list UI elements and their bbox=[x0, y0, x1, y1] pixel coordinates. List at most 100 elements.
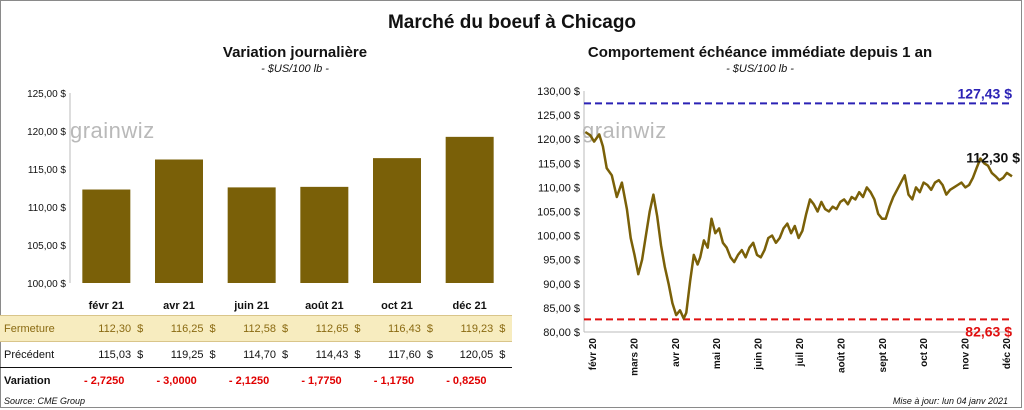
price-line bbox=[584, 130, 1013, 320]
table-cell-currency: $ bbox=[422, 315, 440, 342]
table-cell-value: - 1,7750 bbox=[294, 367, 351, 393]
price-table: Fermeture 112,30 $116,25 $112,58 $112,65 $116… bbox=[0, 315, 512, 393]
y-tick-label: 120,00 $ bbox=[537, 134, 580, 146]
table-cell-currency: $ bbox=[499, 348, 506, 361]
max-value-label: 127,43 $ bbox=[958, 85, 1013, 101]
y-tick-label: 125,00 $ bbox=[27, 89, 66, 100]
table-cell-currency: $ bbox=[205, 315, 223, 342]
x-tick-label: juin 21 bbox=[233, 300, 269, 312]
y-tick-label: 110,00 $ bbox=[538, 182, 580, 194]
y-tick-label: 95,00 $ bbox=[543, 255, 580, 267]
reference-lines: 127,43 $ 82,63 $ bbox=[584, 85, 1012, 339]
update-note: Mise à jour: lun 04 janv 2021 bbox=[892, 396, 1008, 406]
y-tick-label: 130,00 $ bbox=[537, 86, 580, 98]
y-tick-label: 120,00 $ bbox=[27, 127, 66, 138]
x-tick-label: avr 21 bbox=[163, 300, 195, 312]
y-tick-label: 115,00 $ bbox=[28, 165, 67, 176]
y-tick-label: 85,00 $ bbox=[543, 303, 580, 315]
x-tick-label: oct 20 bbox=[919, 338, 930, 367]
table-cell-currency bbox=[205, 367, 223, 393]
line-y-axis: 80,00 $ 85,00 $ 90,00 $ 95,00 $ 100,00 $ 105,… bbox=[537, 86, 585, 339]
table-cell-currency: $ bbox=[277, 315, 295, 342]
x-tick-label: déc 21 bbox=[453, 300, 487, 312]
table-cell-value: 114,70 bbox=[243, 348, 276, 361]
table-cell-value: 117,60 bbox=[388, 348, 421, 361]
left-chart-title: Variation journalière bbox=[222, 44, 368, 61]
table-cell-value: 114,43 bbox=[315, 348, 349, 361]
x-tick-label: oct 21 bbox=[381, 300, 413, 312]
x-tick-label: nov 20 bbox=[961, 338, 972, 370]
last-value-label: 112,30 $ bbox=[966, 149, 1020, 165]
table-cell-value: 119,23 bbox=[439, 315, 496, 342]
table-cell-value: 112,58 bbox=[222, 315, 278, 342]
x-tick-label: août 20 bbox=[836, 338, 847, 373]
bar bbox=[373, 158, 421, 283]
table-cell-value: 112,65 bbox=[294, 315, 351, 342]
table-cell-value: - 1,1750 bbox=[367, 367, 423, 393]
y-tick-label: 110,00 $ bbox=[28, 203, 67, 214]
table-cell-value: 115,03 bbox=[98, 348, 132, 361]
source-note: Source: CME Group bbox=[4, 396, 86, 406]
front-month-chart: grainwiz 80,00 $85,00 $90,00 $95,00 $100… bbox=[537, 85, 1020, 376]
table-cell-currency: $ bbox=[209, 348, 216, 361]
x-tick-label: déc 20 bbox=[1002, 338, 1013, 370]
table-cell-value: 119,25 bbox=[170, 348, 204, 361]
bar bbox=[300, 186, 349, 283]
table-cell-currency: $ bbox=[350, 315, 368, 342]
main-title: Marché du boeuf à Chicago bbox=[387, 12, 637, 33]
x-tick-label: juil 20 bbox=[795, 338, 806, 368]
svg-text:grainwiz: grainwiz bbox=[70, 118, 155, 143]
row-label: Variation bbox=[0, 367, 78, 393]
bar-y-axis: 100,00 $ 105,00 $ 110,00 $ 115,00 $ 120,00 $… bbox=[27, 89, 71, 290]
table-cell-currency: $ bbox=[133, 315, 150, 342]
bar bbox=[227, 187, 276, 283]
watermark-logo: grainwiz bbox=[70, 118, 155, 143]
table-cell-currency: $ bbox=[426, 348, 433, 361]
y-tick-label: 80,00 $ bbox=[543, 327, 580, 339]
table-cell-value: 116,25 bbox=[149, 315, 206, 342]
bar bbox=[155, 159, 203, 283]
table-cell-currency bbox=[133, 367, 150, 393]
table-cell-value: 116,43 bbox=[367, 315, 423, 342]
x-tick-label: juin 20 bbox=[754, 338, 765, 371]
bar-x-axis: févr 21 avr 21 juin 21 août 21 oct 21 déc 21 bbox=[89, 300, 487, 312]
table-cell-value: - 3,0000 bbox=[149, 367, 206, 393]
x-tick-label: mars 20 bbox=[629, 338, 640, 376]
table-cell-currency bbox=[495, 367, 512, 393]
table-cell-value: 112,30 bbox=[77, 315, 134, 342]
min-value-label: 82,63 $ bbox=[965, 323, 1012, 339]
right-chart-subtitle: - $US/100 lb - bbox=[726, 63, 794, 75]
variation-row: Variation - 2,7250 - 3,0000 - 2,1250 - 1,775… bbox=[0, 367, 512, 393]
table-cell-value: - 0,8250 bbox=[439, 367, 496, 393]
x-tick-label: mai 20 bbox=[712, 338, 723, 370]
row-label: Précédent bbox=[4, 348, 55, 361]
table-cell-value: 120,05 bbox=[459, 348, 494, 361]
x-tick-label: août 21 bbox=[305, 300, 344, 312]
y-tick-label: 105,00 $ bbox=[27, 241, 66, 252]
table-cell-value: - 2,1250 bbox=[222, 367, 278, 393]
left-chart-subtitle: - $US/100 lb - bbox=[261, 63, 329, 75]
right-chart-title: Comportement échéance immédiate depuis 1… bbox=[587, 44, 933, 61]
table-cell-currency bbox=[350, 367, 368, 393]
table-cell-currency: $ bbox=[495, 315, 512, 342]
y-tick-label: 125,00 $ bbox=[537, 110, 580, 122]
line-x-axis: févr 20 mars 20 avr 20 mai 20 juin 20 juil 20… bbox=[584, 331, 1013, 376]
bar bbox=[82, 189, 131, 283]
bar bbox=[445, 136, 494, 283]
y-tick-label: 100,00 $ bbox=[27, 279, 66, 290]
bar-series bbox=[82, 136, 494, 283]
x-tick-label: févr 21 bbox=[89, 300, 124, 312]
line-series: 112,30 $ bbox=[584, 130, 1020, 320]
x-tick-label: sept 20 bbox=[878, 338, 889, 373]
x-tick-label: févr 20 bbox=[588, 338, 599, 371]
x-tick-label: avr 20 bbox=[671, 338, 682, 367]
table-cell-currency bbox=[277, 367, 295, 393]
table-cell-currency bbox=[422, 367, 440, 393]
y-tick-label: 105,00 $ bbox=[537, 207, 580, 219]
y-tick-label: 115,00 $ bbox=[538, 158, 580, 170]
y-tick-label: 90,00 $ bbox=[543, 279, 580, 291]
table-cell-value: - 2,7250 bbox=[77, 367, 134, 393]
row-label: Fermeture bbox=[0, 315, 78, 342]
y-tick-label: 100,00 $ bbox=[537, 231, 580, 243]
